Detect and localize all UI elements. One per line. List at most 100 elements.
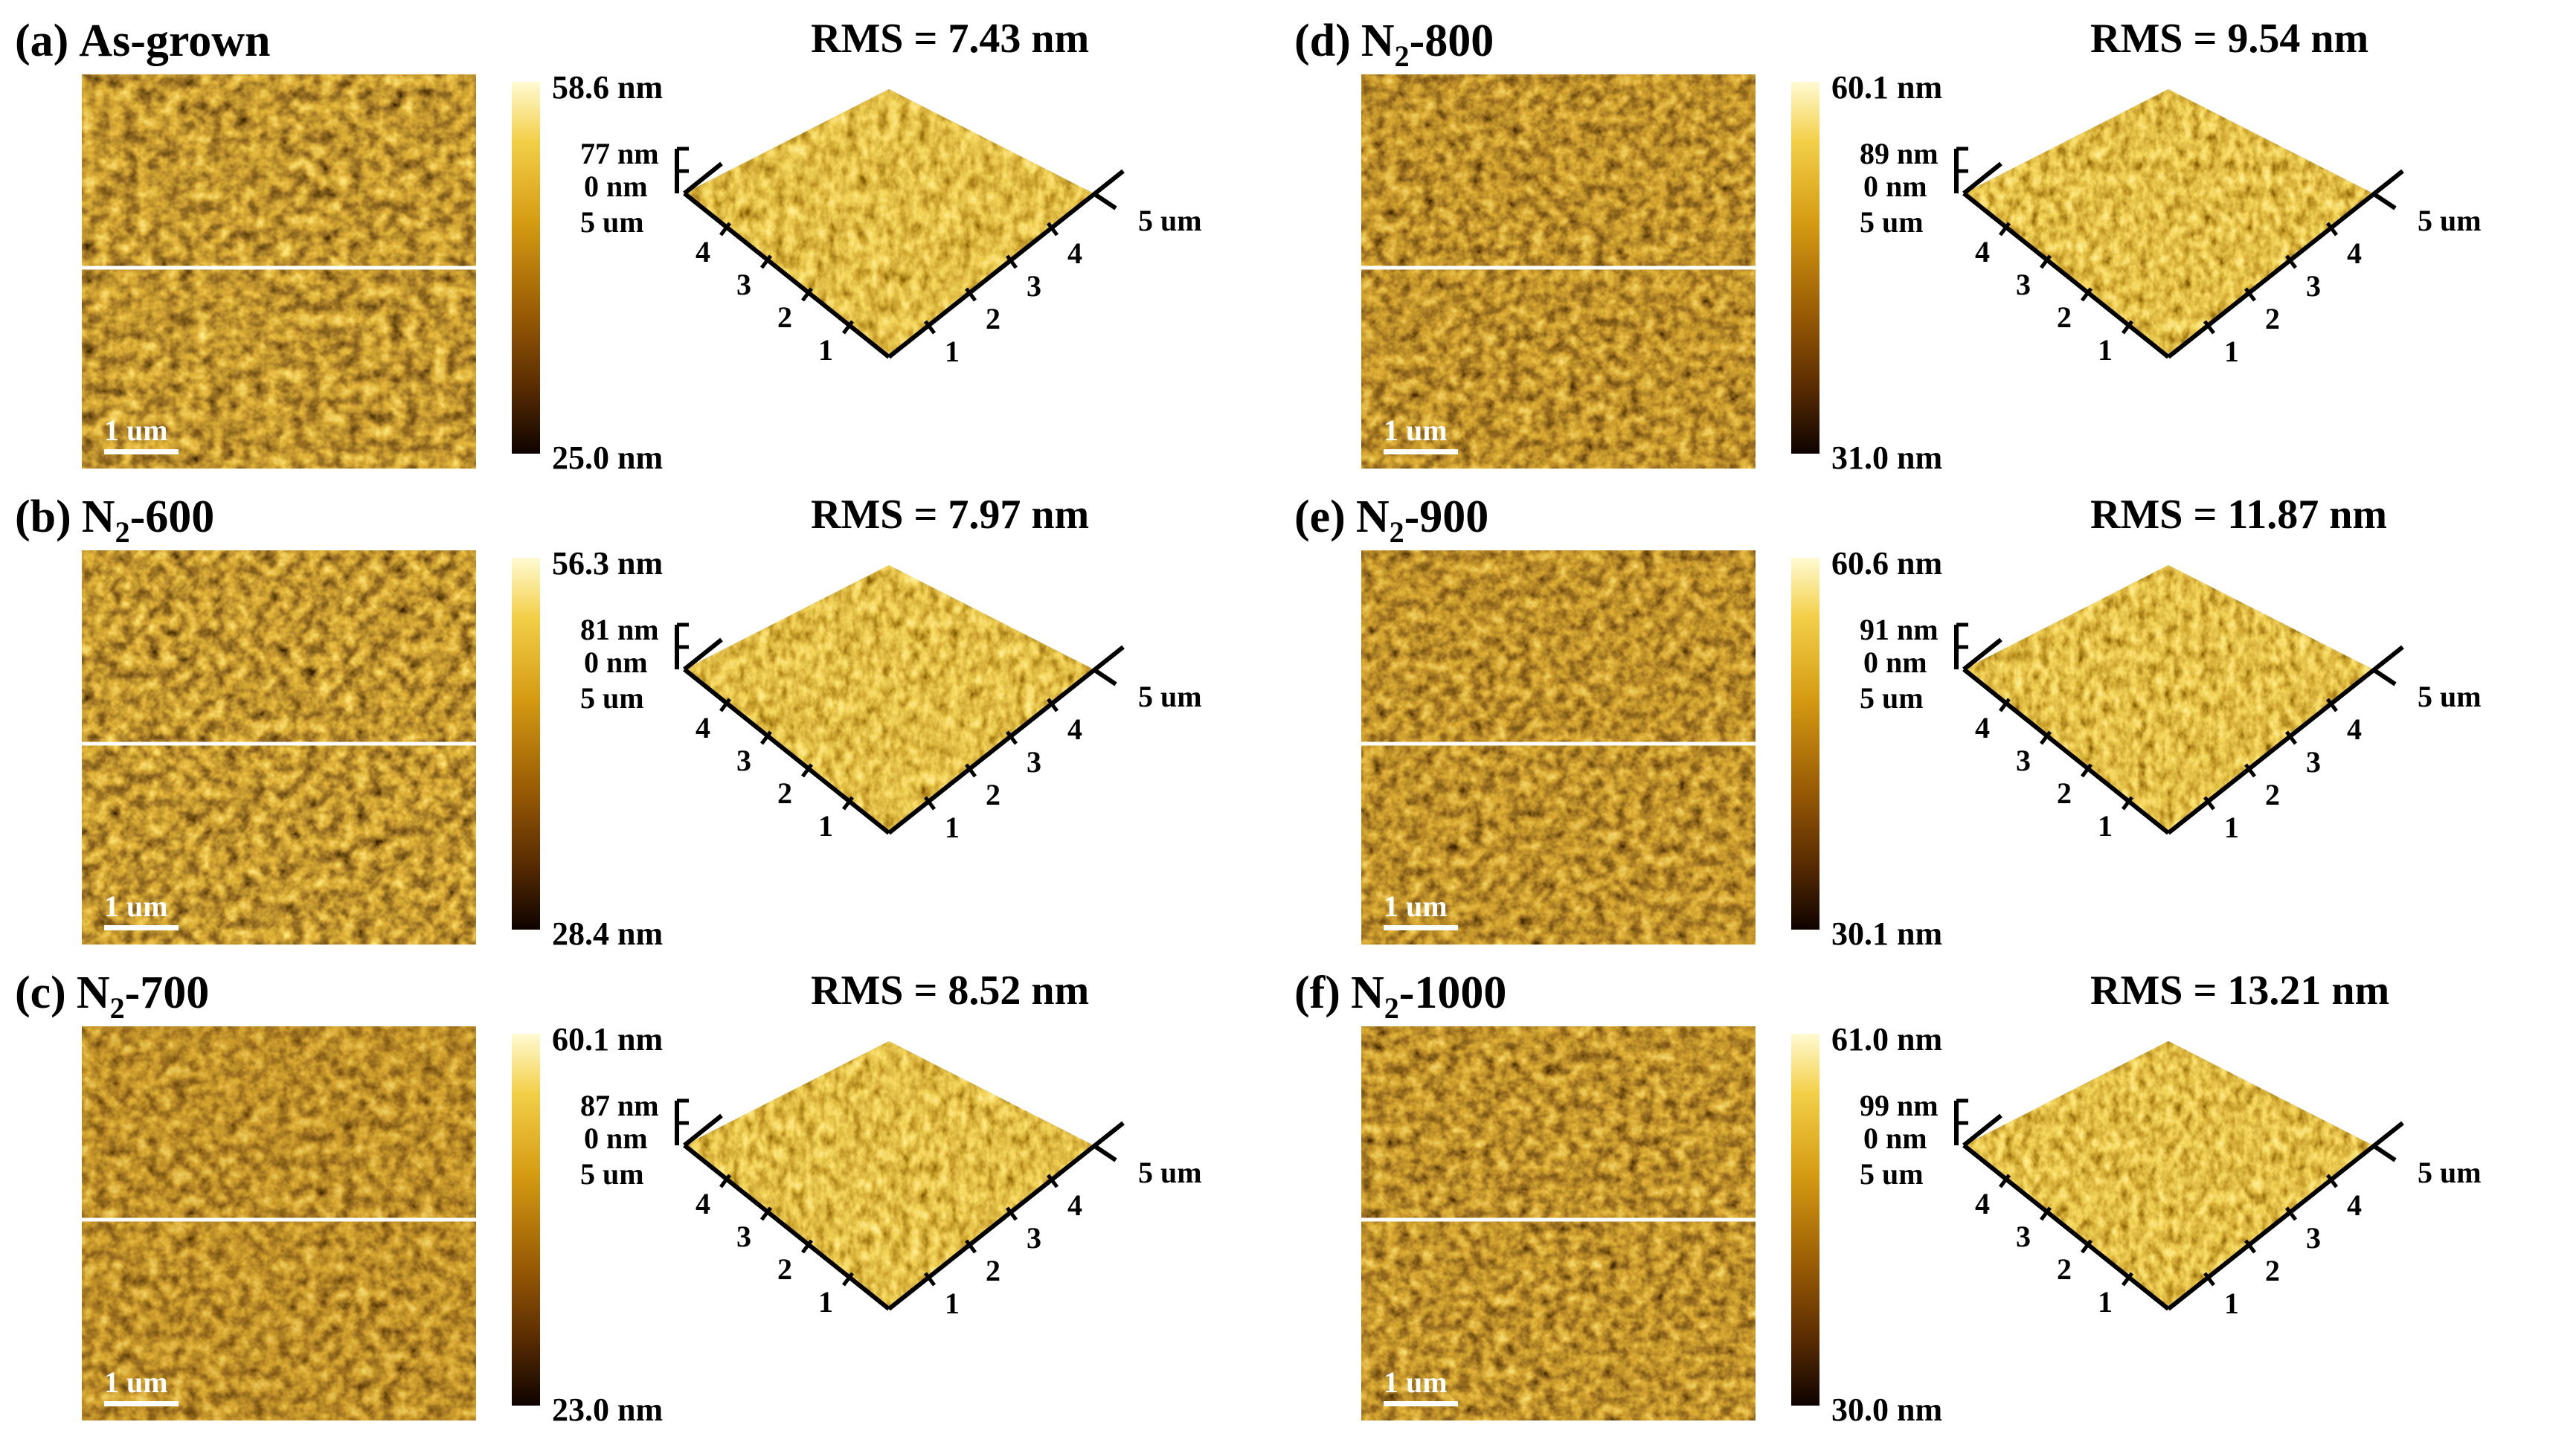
panel-label: (a) As-grown	[15, 16, 271, 66]
axis-tick-label: 3	[2306, 269, 2321, 303]
afm-2d-image: 1 um	[1361, 550, 1756, 945]
axis-tick	[801, 287, 813, 302]
axis-tick	[842, 796, 854, 811]
back-axis-line	[683, 637, 723, 672]
axis-tick-label: 2	[777, 1252, 792, 1286]
axis-tick	[2326, 222, 2338, 236]
x-axis-line	[683, 191, 890, 359]
axis-tick-label: 1	[945, 1287, 960, 1320]
x-axis-line	[1962, 1143, 2170, 1311]
axis-tick	[924, 796, 936, 811]
axis-tick-label: 4	[1975, 711, 1990, 744]
surface-texture	[684, 1041, 1093, 1309]
axis-tick	[2040, 1206, 2052, 1221]
z-max-label: 89 nm	[1860, 137, 1939, 170]
colorbar-max-label: 56.3 nm	[552, 545, 664, 582]
axis-tick-label: 3	[2306, 1221, 2321, 1255]
surface-texture	[1964, 89, 2373, 357]
left-axis-max-label: 5 um	[1860, 1157, 1924, 1191]
axis-tick-label: 1	[2224, 811, 2239, 844]
axis-tick-label: 4	[1067, 236, 1082, 270]
colorbar-min-label: 28.4 nm	[552, 916, 664, 952]
afm-panel: (b) N2-600 RMS = 7.97 nm 1 um 56.3 nm 28.…	[0, 476, 1279, 952]
left-axis-max-label: 5 um	[1860, 205, 1924, 239]
axis-tick-label: 1	[2098, 333, 2113, 367]
axis-tick	[719, 698, 731, 712]
scale-bar-label: 1 um	[1384, 414, 1448, 447]
back-axis-line	[683, 1113, 723, 1148]
scale-bar-label: 1 um	[1384, 1365, 1448, 1399]
x-axis-line	[1962, 191, 2170, 359]
axis-tick-label: 1	[2098, 1285, 2113, 1319]
panel-letter: (e)	[1294, 492, 1346, 542]
left-axis-max-label: 5 um	[580, 681, 644, 715]
axis-tick	[2121, 796, 2133, 811]
axis-tick	[1006, 730, 1018, 745]
axis-tick-label: 2	[777, 300, 792, 334]
axis-tick	[2203, 320, 2215, 335]
surface-texture	[684, 565, 1093, 833]
axis-tick	[842, 320, 854, 335]
axis-tick	[1999, 698, 2011, 712]
axis-tick	[760, 1206, 772, 1221]
panel-label: (c) N2-700	[15, 968, 210, 1025]
scale-bar-label: 1 um	[104, 414, 168, 447]
right-axis-max-label: 5 um	[2418, 680, 2482, 713]
height-colorbar	[1791, 558, 1819, 930]
scale-bar: 1 um	[1384, 1365, 1458, 1406]
colorbar-min-label: 30.1 nm	[1831, 916, 1943, 952]
axis-tick	[2081, 287, 2092, 302]
afm-panel: (a) As-grown RMS = 7.43 nm 1 um 58.6 nm 2…	[0, 0, 1279, 476]
axis-tick-label: 2	[777, 776, 792, 810]
z-max-label: 91 nm	[1860, 613, 1939, 646]
left-axis-max-label: 5 um	[580, 205, 644, 239]
height-colorbar	[512, 558, 540, 930]
axis-tick	[2040, 730, 2052, 745]
axis-tick	[2040, 254, 2052, 269]
axis-tick-label: 4	[2347, 236, 2362, 270]
axis-tick	[760, 730, 772, 745]
panel-label: (b) N2-600	[15, 492, 215, 549]
panel-label: (f) N2-1000	[1294, 968, 1507, 1025]
right-axis-max-label: 5 um	[2418, 1156, 2482, 1189]
axis-tick-label: 2	[2057, 1252, 2072, 1286]
surface-texture	[684, 89, 1093, 357]
panel-label: (e) N2-900	[1294, 492, 1489, 549]
colorbar-max-label: 61.0 nm	[1831, 1021, 1943, 1058]
right-axis-stub	[2371, 667, 2397, 686]
colorbar-max-label: 60.6 nm	[1831, 545, 1943, 582]
axis-tick-label: 1	[945, 335, 960, 368]
z-max-label: 87 nm	[580, 1089, 659, 1122]
scale-bar-label: 1 um	[1384, 889, 1448, 923]
z-min-label: 0 nm	[1863, 1122, 1927, 1155]
axis-tick	[965, 763, 977, 778]
axis-tick-label: 4	[1975, 1187, 1990, 1220]
axis-tick	[2081, 763, 2092, 778]
axis-tick	[965, 1239, 977, 1254]
right-axis-max-label: 5 um	[1138, 1156, 1202, 1189]
height-colorbar	[512, 82, 540, 454]
panel-letter: (a)	[15, 16, 69, 66]
axis-tick	[1047, 698, 1059, 712]
z-min-label: 0 nm	[1863, 170, 1927, 203]
axis-tick	[965, 287, 977, 302]
scale-bar-label: 1 um	[104, 1365, 168, 1399]
panel-letter: (d)	[1294, 16, 1351, 66]
axis-tick-label: 1	[2098, 809, 2113, 843]
rms-value: RMS = 9.54 nm	[2090, 16, 2369, 62]
axis-tick	[842, 1272, 854, 1287]
axis-tick-label: 2	[2265, 778, 2280, 811]
axis-tick-label: 3	[736, 744, 751, 777]
axis-tick-label: 1	[2224, 335, 2239, 368]
axis-tick	[801, 1239, 813, 1254]
afm-2d-image: 1 um	[1361, 1026, 1756, 1420]
axis-tick-label: 2	[2265, 302, 2280, 335]
axis-tick-label: 3	[2306, 745, 2321, 779]
rms-value: RMS = 13.21 nm	[2090, 968, 2390, 1014]
right-axis-max-label: 5 um	[2418, 204, 2482, 237]
z-max-label: 77 nm	[580, 137, 659, 170]
